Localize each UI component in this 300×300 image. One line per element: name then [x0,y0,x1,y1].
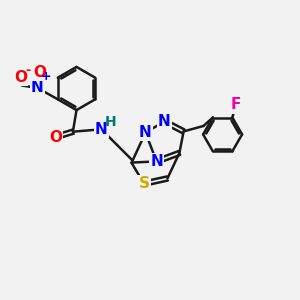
Text: N: N [31,80,44,95]
Text: O: O [14,70,27,85]
Text: +: + [41,70,52,83]
Text: O: O [33,65,46,80]
Text: N: N [95,122,108,137]
Text: N: N [150,154,163,169]
Text: H: H [105,115,117,129]
Text: -: - [26,64,31,77]
Text: N: N [139,125,152,140]
Text: N: N [158,114,171,129]
Text: F: F [231,98,241,112]
Text: S: S [139,176,149,191]
Text: O: O [49,130,62,145]
